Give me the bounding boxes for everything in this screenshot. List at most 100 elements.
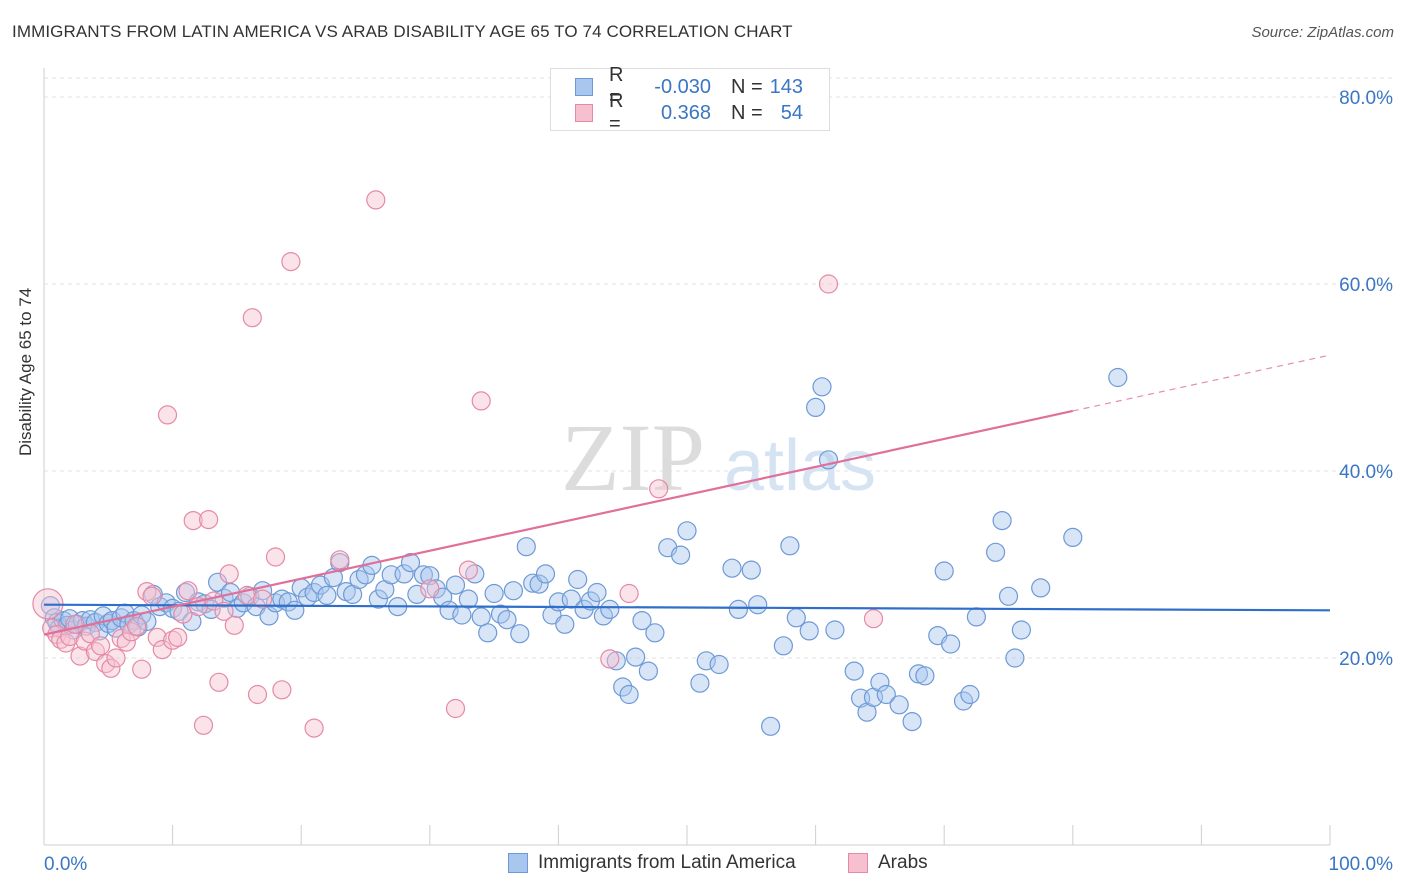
data-point [60,626,80,647]
data-point [728,599,749,620]
y-tick-label: 20.0% [1339,649,1393,670]
data-point [471,607,491,627]
data-point [613,677,633,697]
data-point [224,615,244,635]
legend-row-arabs: R = 0.368 N = 54 [575,90,803,135]
data-point [876,684,896,705]
data-point [870,672,890,692]
data-point [413,565,433,585]
data-point [503,581,524,601]
data-point [889,695,909,715]
legend-n-label: N = [731,75,763,98]
data-point [600,599,620,620]
tick-labels: 20.0% 40.0% 60.0% 80.0% 0.0% 100.0% [44,88,1393,875]
data-point [600,649,620,669]
data-point [1063,527,1083,548]
correlation-legend: R = -0.030 N = 143 R = 0.368 N = 54 [550,64,830,135]
data-point [178,581,198,601]
x-tick-label-min: 0.0% [44,854,87,875]
data-point [670,545,691,565]
data-point [915,666,935,686]
data-point [722,558,742,578]
chart-title: IMMIGRANTS FROM LATIN AMERICA VS ARAB DI… [12,22,793,41]
data-point [478,623,498,643]
series-legend: Immigrants from Latin America Arabs [0,852,1406,876]
data-point [452,605,472,625]
data-point [142,586,162,606]
data-point [116,632,136,652]
y-tick-label: 80.0% [1339,88,1393,109]
data-point [748,595,768,615]
data-point [394,564,414,584]
watermark-atlas: atlas [724,426,876,506]
data-point [272,680,292,700]
data-point [147,627,167,648]
data-point [619,583,639,604]
data-point [960,684,980,705]
data-point [168,627,188,648]
legend-n-value: 143 [769,75,803,98]
grid-lines [44,77,1392,659]
y-tick-label: 60.0% [1339,275,1393,296]
data-point [368,589,388,609]
data-point [106,648,126,668]
data-point [690,673,710,693]
data-point [242,308,262,328]
data-point [366,190,386,210]
data-point [649,479,669,499]
legend-label-latin-america: Immigrants from Latin America [538,852,796,873]
data-point [199,509,219,530]
data-point [132,659,152,679]
legend-r-value: -0.030 [654,75,711,98]
data-point [760,716,781,736]
data-point [998,586,1019,606]
data-point [1011,620,1032,640]
source-label: Source: ZipAtlas.com [1251,24,1394,41]
data-point [420,579,440,599]
data-point [90,636,111,656]
data-point [510,624,530,644]
data-point [330,550,350,570]
data-point [709,654,729,675]
legend-n-label: N = [731,101,763,124]
data-point [799,621,819,641]
legend-item-arabs[interactable]: Arabs [848,852,928,874]
data-point [458,560,478,580]
data-point [183,510,203,531]
data-point [111,628,131,649]
y-tick-label: 40.0% [1339,462,1393,483]
data-point [934,561,954,581]
data-point [825,620,845,640]
trend-line [43,603,1331,612]
legend-r-label: R = [609,90,624,135]
data-point [741,560,761,580]
data-point [568,569,588,590]
legend-swatch-latin-america [575,78,593,96]
data-point [247,684,268,705]
data-point [497,610,517,630]
trend-line [43,409,1074,636]
data-point [193,715,214,735]
x-tick-label-max: 100.0% [1329,854,1394,875]
data-point [209,672,229,692]
data-point [304,718,324,738]
data-point [773,636,794,656]
data-point [645,623,665,643]
legend-swatch-arabs [848,853,868,873]
data-point [902,711,922,732]
legend-r-value: 0.368 [660,101,711,124]
data-point [625,647,646,667]
data-point [587,582,607,603]
data-point [1031,578,1051,598]
data-point [400,552,421,573]
legend-item-latin-america[interactable]: Immigrants from Latin America [508,852,796,874]
trend-lines [43,354,1331,636]
data-point [818,274,839,294]
data-point [535,564,556,584]
data-point [157,405,178,425]
legend-row-latin-america: R = -0.030 N = 143 [575,64,803,109]
data-point [484,583,504,604]
data-point [127,616,147,636]
data-point [555,614,575,634]
